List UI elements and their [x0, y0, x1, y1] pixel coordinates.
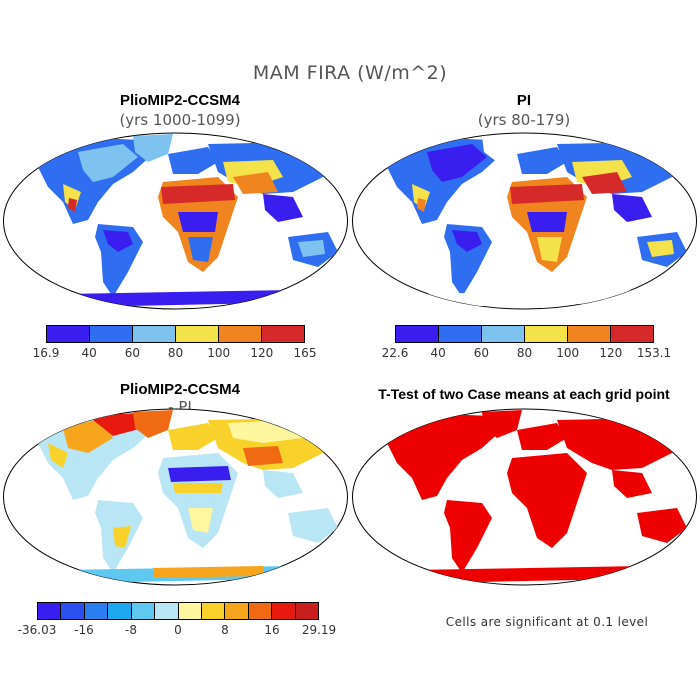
- colorbar-bottom-left-swatch: [84, 603, 109, 619]
- colorbar-top-right-tick-label: 80: [516, 346, 533, 360]
- colorbar-bottom-left: [37, 602, 319, 620]
- colorbar-top-right-swatch: [396, 326, 439, 342]
- colorbar-top-right-swatch: [482, 326, 525, 342]
- colorbar-top-left-tick-label: 16.9: [32, 346, 60, 360]
- colorbar-top-left-tick-label: 60: [124, 346, 140, 360]
- colorbar-top-right-swatch: [439, 326, 482, 342]
- colorbar-bottom-left-swatch: [108, 603, 132, 619]
- colorbar-top-left-swatch: [219, 326, 262, 342]
- colorbar-labels-top-left: 16.9 40 60 80 100 120 165: [33, 346, 317, 362]
- colorbar-top-left-tick-label: 80: [167, 346, 184, 360]
- colorbar-bottom-left-tick-label: -36.03: [17, 623, 57, 637]
- colorbar-top-right-tick-label: 100: [556, 346, 580, 360]
- colorbar-top-right-tick-label: 22.6: [381, 346, 409, 360]
- colorbar-top-right-tick-label: 153.1: [636, 346, 672, 360]
- colorbar-bottom-left-swatch: [248, 603, 273, 619]
- colorbar-top-left-tick-label: 165: [293, 346, 317, 360]
- continents-top-right: [382, 134, 687, 308]
- colorbar-bottom-left-swatch: [131, 603, 156, 619]
- colorbar-top-right-swatch: [611, 326, 653, 342]
- colorbar-top-right-tick-label: 40: [430, 346, 446, 360]
- colorbar-top-left-swatch: [176, 326, 219, 342]
- map-bottom-right: [352, 408, 697, 586]
- colorbar-top-right-tick-label: 60: [473, 346, 489, 360]
- colorbar-bottom-left-tick-label: 0: [174, 623, 182, 637]
- panel-title-bottom-left: PlioMIP2-CCSM4: [119, 381, 240, 398]
- continents-top-left: [33, 134, 338, 308]
- colorbar-bottom-left-tick-label: 29.19: [301, 623, 337, 637]
- panel-title-top-left: PlioMIP2-CCSM4: [119, 92, 240, 109]
- colorbar-bottom-left-swatch: [295, 603, 319, 619]
- significance-note: Cells are significant at 0.1 level: [445, 615, 649, 629]
- colorbar-top-left: [46, 325, 305, 343]
- colorbar-bottom-left-swatch: [155, 603, 179, 619]
- colorbar-bottom-left-swatch: [201, 603, 226, 619]
- colorbar-bottom-left-swatch: [61, 603, 85, 619]
- panel-subtitle-top-left: (yrs 1000-1099): [119, 111, 241, 129]
- map-bottom-left: [3, 408, 348, 586]
- colorbar-top-right-swatch: [525, 326, 568, 342]
- colorbar-top-left-tick-label: 120: [250, 346, 274, 360]
- colorbar-bottom-left-tick-label: -16: [74, 623, 94, 637]
- colorbar-labels-top-right: 22.6 40 60 80 100 120 153.1: [382, 346, 672, 362]
- significance-cells: [382, 410, 687, 584]
- colorbar-bottom-left-tick-label: 16: [264, 623, 280, 637]
- colorbar-bottom-left-swatch: [38, 603, 62, 619]
- colorbar-bottom-left-swatch: [225, 603, 249, 619]
- colorbar-top-left-swatch: [262, 326, 304, 342]
- map-top-right: [352, 132, 697, 310]
- colorbar-top-left-tick-label: 40: [81, 346, 97, 360]
- map-top-left: [3, 132, 348, 310]
- colorbar-top-right: [395, 325, 654, 343]
- colorbar-top-left-swatch: [133, 326, 176, 342]
- colorbar-top-right-swatch: [568, 326, 611, 342]
- colorbar-bottom-left-tick-label: 8: [221, 623, 229, 637]
- colorbar-top-right-tick-label: 120: [599, 346, 623, 360]
- colorbar-labels-bottom-left: -36.03 -16 -8 0 8 16 29.19: [18, 623, 337, 639]
- panel-title-bottom-right: T-Test of two Case means at each grid po…: [378, 386, 670, 402]
- colorbar-bottom-left-tick-label: -8: [125, 623, 137, 637]
- colorbar-bottom-left-swatch: [272, 603, 296, 619]
- colorbar-top-left-swatch: [90, 326, 133, 342]
- panel-title-top-right: PI: [516, 92, 532, 109]
- figure-title: MAM FIRA (W/m^2): [252, 62, 448, 84]
- colorbar-bottom-left-swatch: [178, 603, 202, 619]
- colorbar-top-left-swatch: [47, 326, 90, 342]
- panel-subtitle-top-right: (yrs 80-179): [477, 111, 571, 129]
- colorbar-top-left-tick-label: 100: [207, 346, 231, 360]
